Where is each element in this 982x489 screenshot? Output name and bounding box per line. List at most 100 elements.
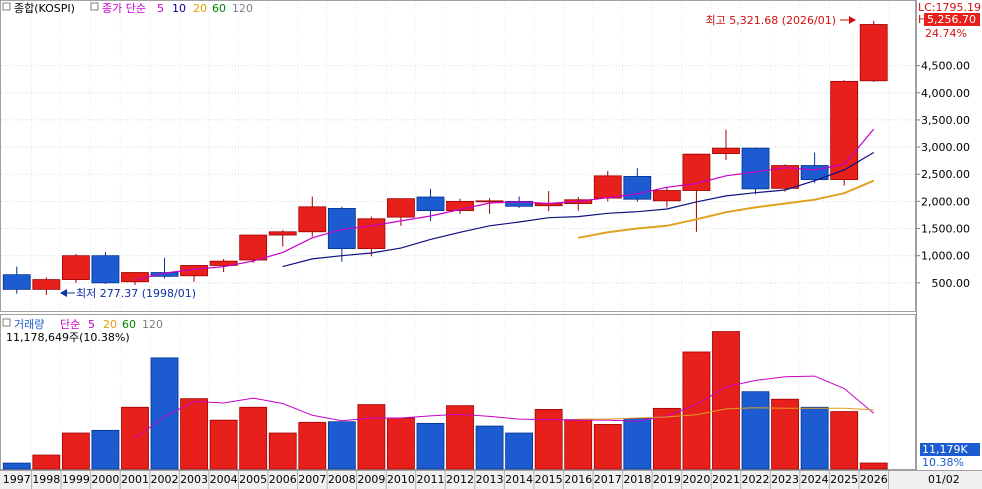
volume-bar xyxy=(416,422,445,470)
candle xyxy=(2,266,31,294)
volume-ma-line-5 xyxy=(134,375,875,439)
lc-label: LC:1795.19 xyxy=(918,1,981,14)
volume-bars xyxy=(2,331,888,470)
volume-bar xyxy=(830,411,859,470)
candle-body xyxy=(61,255,90,280)
candle xyxy=(712,129,740,161)
volume-bar xyxy=(534,409,563,470)
candle xyxy=(623,168,652,202)
candle-body xyxy=(623,175,652,200)
x-tick-label: 2023 xyxy=(771,473,799,486)
candle xyxy=(830,80,859,186)
volume-badge xyxy=(920,443,980,456)
price-y-axis: 500.00 1,000.00 1,500.00 2,000.00 2,500.00 3,… xyxy=(916,60,970,290)
x-tick-label: 1998 xyxy=(32,473,60,486)
price-tick-label: 3,500.00 xyxy=(921,114,970,127)
price-legend: 종합(KOSPI) 종가 단순 5 10 20 60 120 xyxy=(2,2,253,15)
low-annotation: 최저 277.37 (1998/01) xyxy=(60,287,196,300)
candle-body xyxy=(2,274,31,290)
volume-bar xyxy=(239,406,268,470)
x-tick-label: 2025 xyxy=(830,473,858,486)
x-tick-label: 2012 xyxy=(446,473,474,486)
candle-body xyxy=(32,279,61,290)
price-tick-label: 1,500.00 xyxy=(921,223,970,236)
x-tick-label: 2004 xyxy=(210,473,238,486)
volume-bar xyxy=(712,331,740,470)
high-arrow-icon xyxy=(849,16,856,24)
x-tick-label: 1999 xyxy=(62,473,90,486)
right-axis-badges: LC:1795.19 H: 5,256.70 24.74% 11,179K 10… xyxy=(918,1,981,486)
volume-bar xyxy=(61,432,90,470)
x-axis-date-label: 01/02 xyxy=(928,473,960,486)
candle-body xyxy=(652,190,681,202)
price-panel[interactable] xyxy=(0,0,916,312)
x-tick-label: 2002 xyxy=(151,473,179,486)
volume-checkbox-icon[interactable] xyxy=(2,318,11,327)
volume-moving-averages xyxy=(134,375,875,439)
volume-bar xyxy=(682,351,711,470)
volume-bar xyxy=(357,404,386,470)
candle-body xyxy=(357,218,386,250)
volume-bar xyxy=(327,421,356,470)
candle xyxy=(416,188,445,221)
current-price-badge xyxy=(924,13,980,26)
volume-ma-line-20 xyxy=(578,407,874,420)
volume-bar xyxy=(800,406,829,470)
volume-bar xyxy=(150,357,179,470)
x-tick-label: 2016 xyxy=(564,473,592,486)
volume-bar xyxy=(771,398,799,470)
volume-bar xyxy=(180,398,208,470)
volume-bar xyxy=(91,429,120,470)
vol-ma-period-120: 120 xyxy=(142,318,163,331)
volume-legend-title: 거래량 xyxy=(14,318,44,331)
candle-body xyxy=(298,206,327,233)
vol-ma-period-60: 60 xyxy=(122,318,136,331)
candle xyxy=(387,198,415,226)
x-tick-label: 2018 xyxy=(623,473,651,486)
x-tick-label: 2014 xyxy=(505,473,533,486)
candle xyxy=(61,254,90,283)
ma-line-10 xyxy=(282,151,875,268)
candle-body xyxy=(712,147,740,154)
volume-legend: 거래량 단순 5 20 60 120 11,178,649주(10.38%) xyxy=(2,318,163,344)
volume-bar xyxy=(32,454,61,470)
candle xyxy=(859,20,888,82)
price-tick-label: 1,000.00 xyxy=(921,250,970,263)
ma-checkbox-icon[interactable] xyxy=(90,2,99,11)
price-tick-label: 2,500.00 xyxy=(921,168,970,181)
percent-label: 24.74% xyxy=(925,27,967,40)
ma-period-5: 5 xyxy=(157,2,164,15)
volume-ma-label: 단순 xyxy=(60,318,80,331)
candle xyxy=(209,258,238,272)
price-tick-label: 3,000.00 xyxy=(921,141,970,154)
volume-bar xyxy=(741,391,770,470)
price-candles xyxy=(2,20,888,295)
x-tick-label: 2019 xyxy=(653,473,681,486)
candle-body xyxy=(121,272,149,283)
candle xyxy=(593,170,622,202)
candle xyxy=(771,164,799,192)
candle-body xyxy=(830,80,859,181)
candle-body xyxy=(859,24,888,82)
x-tick-label: 2001 xyxy=(121,473,149,486)
low-arrow-icon xyxy=(60,289,67,297)
volume-badge-text: 11,179K xyxy=(922,443,968,456)
vol-ma-period-5: 5 xyxy=(88,318,95,331)
current-price-badge-text: 5,256.70 xyxy=(927,13,976,26)
volume-bar xyxy=(564,419,593,470)
candle-body xyxy=(268,231,297,236)
candle xyxy=(741,147,770,195)
ma-line-5 xyxy=(134,128,875,281)
candle-body xyxy=(475,200,504,203)
volume-bar xyxy=(505,432,534,470)
candle-body xyxy=(771,165,799,189)
x-axis-panel xyxy=(0,470,982,489)
x-tick-label: 2007 xyxy=(298,473,326,486)
x-tick-label: 2021 xyxy=(712,473,740,486)
volume-bar xyxy=(475,425,504,470)
candle xyxy=(91,251,120,284)
legend-checkbox-icon[interactable] xyxy=(2,2,11,11)
ma-line-20 xyxy=(578,179,875,239)
